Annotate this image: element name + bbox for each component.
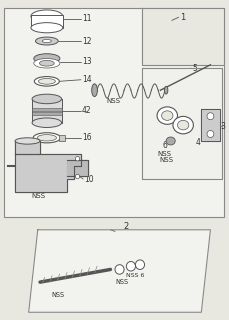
Polygon shape xyxy=(142,8,223,65)
Ellipse shape xyxy=(206,113,213,120)
Text: 16: 16 xyxy=(82,133,91,142)
Ellipse shape xyxy=(15,138,40,144)
FancyBboxPatch shape xyxy=(32,112,61,115)
Ellipse shape xyxy=(172,116,193,134)
Ellipse shape xyxy=(114,265,124,274)
Text: 6: 6 xyxy=(162,141,167,150)
Text: NSS: NSS xyxy=(51,292,64,298)
Text: NSS: NSS xyxy=(159,157,173,163)
Text: 13: 13 xyxy=(82,57,91,66)
Text: 2: 2 xyxy=(123,222,128,231)
Ellipse shape xyxy=(177,120,188,130)
Polygon shape xyxy=(200,109,218,141)
Text: NSS: NSS xyxy=(156,151,170,157)
Polygon shape xyxy=(67,160,87,176)
Ellipse shape xyxy=(156,107,177,124)
Ellipse shape xyxy=(42,39,51,43)
Text: 3: 3 xyxy=(220,122,225,131)
Text: NSS 6: NSS 6 xyxy=(126,273,144,278)
FancyBboxPatch shape xyxy=(59,135,65,141)
Text: 5: 5 xyxy=(191,63,196,73)
Polygon shape xyxy=(29,230,210,312)
Ellipse shape xyxy=(161,111,172,120)
Ellipse shape xyxy=(32,118,61,127)
Text: 11: 11 xyxy=(82,14,91,23)
Ellipse shape xyxy=(34,59,60,68)
Ellipse shape xyxy=(35,37,58,45)
Text: NSS: NSS xyxy=(105,98,119,104)
Text: 42: 42 xyxy=(82,106,91,115)
Ellipse shape xyxy=(34,54,60,63)
Text: 14: 14 xyxy=(82,75,91,84)
Polygon shape xyxy=(15,141,40,154)
FancyBboxPatch shape xyxy=(4,8,223,217)
Ellipse shape xyxy=(75,174,79,179)
Text: 10: 10 xyxy=(84,174,93,184)
FancyBboxPatch shape xyxy=(32,99,61,123)
Ellipse shape xyxy=(31,23,63,33)
Ellipse shape xyxy=(33,133,60,143)
Polygon shape xyxy=(142,68,221,179)
Ellipse shape xyxy=(39,60,54,66)
Ellipse shape xyxy=(164,86,167,94)
Text: 12: 12 xyxy=(82,36,91,45)
Ellipse shape xyxy=(34,76,59,86)
Ellipse shape xyxy=(126,261,135,271)
Ellipse shape xyxy=(165,137,174,145)
Ellipse shape xyxy=(32,94,61,104)
Text: NSS: NSS xyxy=(31,194,45,199)
Ellipse shape xyxy=(75,156,79,161)
Ellipse shape xyxy=(31,10,63,23)
Text: 4: 4 xyxy=(195,138,200,147)
Ellipse shape xyxy=(38,78,55,84)
Ellipse shape xyxy=(135,260,144,269)
FancyBboxPatch shape xyxy=(32,108,61,110)
Ellipse shape xyxy=(37,135,56,141)
Text: NSS: NSS xyxy=(114,279,128,285)
Text: 1: 1 xyxy=(180,13,185,22)
Ellipse shape xyxy=(91,84,97,97)
FancyBboxPatch shape xyxy=(31,15,63,28)
Ellipse shape xyxy=(206,131,213,138)
Polygon shape xyxy=(15,154,81,192)
